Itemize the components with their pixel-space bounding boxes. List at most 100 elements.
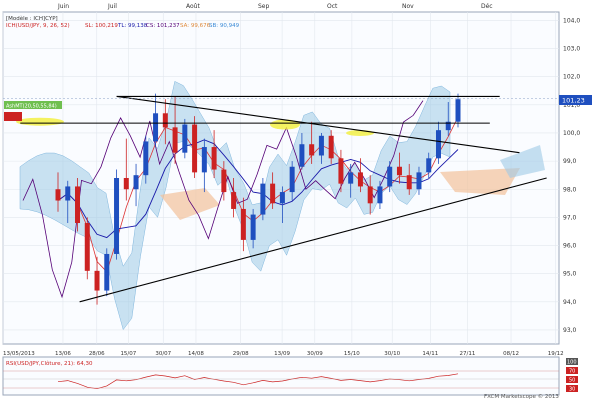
watermark: FXCM Marketscope © 2013 (484, 393, 559, 400)
axes: 93,0 94,0 95,0 96,0 97,0 98,0 99,0 100,0 101,0 10… (3, 17, 580, 357)
candle-body (289, 166, 295, 193)
candle (84, 217, 90, 280)
candle-body (65, 186, 71, 201)
candle-body (211, 147, 217, 170)
ichimoku-label: ICH(USD/JPY, 9, 26, 52) (6, 23, 70, 29)
candle (367, 175, 373, 215)
x-tick-label: 13/05/2013 (3, 351, 35, 357)
candle (270, 172, 276, 209)
trendline-support (79, 177, 547, 303)
month-juil: Juil (107, 3, 117, 10)
candle-body (396, 166, 402, 176)
x-tick-label: 30/09 (307, 351, 323, 357)
candle-body (84, 223, 90, 271)
cloud-future (500, 145, 545, 178)
candle-body (172, 127, 178, 153)
x-tick-label: 08/12 (503, 351, 519, 357)
candle (328, 130, 334, 164)
candle-body (299, 144, 305, 167)
candle (416, 166, 422, 195)
candle (435, 121, 441, 164)
candle (75, 178, 81, 232)
candle-body (55, 189, 61, 201)
candle (338, 149, 344, 193)
candle-body (348, 172, 354, 184)
x-tick-label: 15/10 (344, 351, 360, 357)
cloud-bearish-patch (160, 188, 220, 220)
candle-body (416, 172, 422, 190)
month-dec: Déc (481, 3, 493, 10)
rsi-level-30: 30 (569, 387, 575, 393)
rsi-level-tags: 100 70 50 30 (566, 358, 578, 393)
month-sep: Sep (258, 3, 270, 10)
indicator-legend: [Modèle : ICH]CYP] ICH(USD/JPY, 9, 26, 5… (6, 15, 240, 29)
candle (123, 138, 129, 201)
candle-body (75, 186, 81, 224)
candle (104, 248, 110, 297)
candle-body (377, 186, 383, 204)
candle (387, 161, 393, 193)
month-nov: Nov (402, 3, 414, 10)
rsi-level-50: 50 (569, 378, 575, 384)
candles (16, 93, 461, 305)
candle-body (143, 141, 149, 176)
rsi-line-group (3, 370, 559, 390)
candle (289, 161, 295, 201)
candle-body (357, 172, 363, 187)
candle-body (309, 144, 315, 156)
candle-body (133, 175, 139, 190)
y-tick-label: 103,0 (563, 46, 580, 53)
candle (172, 96, 178, 164)
candle-body (270, 183, 276, 204)
green-tag-box (4, 101, 62, 109)
candle (153, 93, 159, 148)
trendlines (3, 95, 559, 303)
candle-body (231, 192, 237, 209)
candle (143, 135, 149, 184)
candle (211, 130, 217, 178)
x-tick-label: 15/07 (120, 351, 136, 357)
candle (445, 102, 451, 136)
x-tick-label: 27/11 (459, 351, 475, 357)
highlight-ellipse (16, 117, 64, 126)
candle-body (123, 178, 129, 190)
y-tick-label: 101,0 (563, 102, 580, 109)
candle (309, 121, 315, 164)
candle-body (328, 135, 334, 159)
candle-body (338, 158, 344, 184)
candle-body (221, 169, 227, 193)
candle-body (445, 121, 451, 131)
candle (133, 163, 139, 207)
rsi-level-100: 100 (567, 360, 577, 366)
candle (318, 132, 324, 164)
candle-body (250, 214, 256, 240)
tl-label: TL: 99,138 (117, 23, 148, 29)
y-tick-label: 104,0 (563, 17, 580, 24)
candle-body (240, 208, 246, 240)
x-tick-label: 14/11 (422, 351, 438, 357)
y-tick-label: 98,0 (563, 186, 577, 193)
candle (250, 208, 256, 249)
candle-body (318, 135, 324, 156)
candle (114, 169, 120, 260)
rsi-level-70: 70 (569, 369, 575, 375)
candle-body (260, 183, 266, 215)
x-tick-label: 29/08 (233, 351, 249, 357)
candle-body (426, 158, 432, 173)
trendline-descending (116, 95, 520, 154)
candle (279, 186, 285, 224)
candle (201, 138, 207, 193)
candle (55, 172, 61, 212)
x-tick-label: 13/06 (55, 351, 71, 357)
candle-body (182, 124, 188, 153)
candle (260, 178, 266, 221)
x-tick-label: 30/10 (384, 351, 400, 357)
candle (221, 161, 227, 201)
candle (299, 132, 305, 170)
green-tag-label: AshMT(20,50,55,84) (6, 104, 57, 110)
candle (182, 118, 188, 159)
candle-body (435, 130, 441, 159)
cs-label: CS: 101,237 (146, 23, 180, 29)
candle (396, 152, 402, 184)
